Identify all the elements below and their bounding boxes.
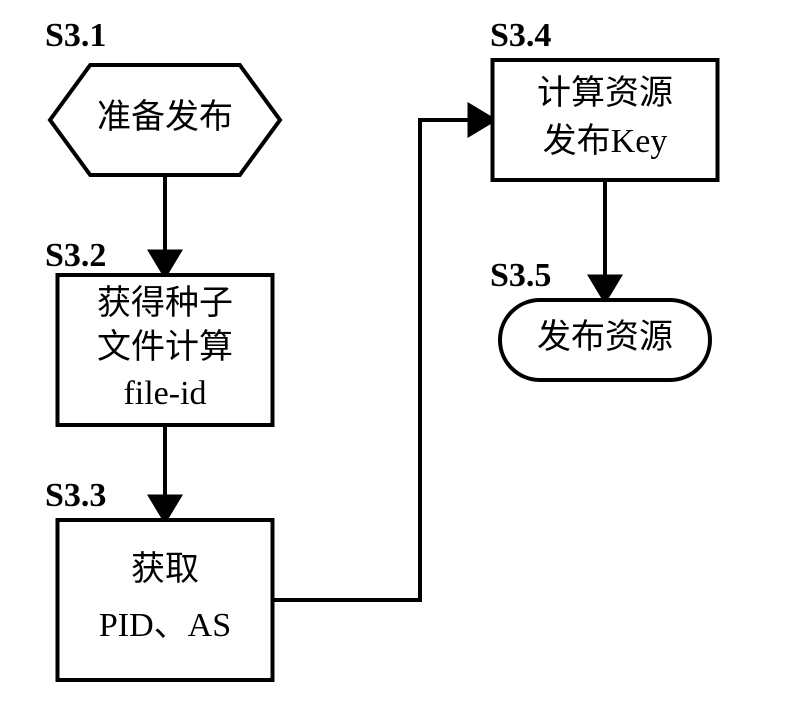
step-label-s34: S3.4 <box>490 17 551 54</box>
node-s35: 发布资源 S3.5 <box>490 257 710 380</box>
node-s33: 获取 PID、AS S3.3 <box>45 477 273 680</box>
node-s33-box <box>58 520 273 680</box>
step-label-s32: S3.2 <box>45 237 106 274</box>
node-s31: 准备发布 S3.1 <box>45 17 280 175</box>
nodes-layer: 准备发布 S3.1 获得种子文件计算 file-id S3.2 获取 PID、AS S3.3 计… <box>45 17 718 680</box>
node-s33-line-1: PID、AS <box>99 607 231 644</box>
node-s34: 计算资源发布Key S3.4 <box>490 17 718 180</box>
node-s32-line-2: file-id <box>123 375 206 412</box>
node-s31-line-0: 准备发布 <box>97 98 233 136</box>
node-s34-line-1: 发布Key <box>543 122 668 160</box>
node-s34-line-0: 计算资源 <box>537 74 673 112</box>
step-label-s35: S3.5 <box>490 257 551 294</box>
flowchart-canvas: 准备发布 S3.1 获得种子文件计算 file-id S3.2 获取 PID、AS S3.3 计… <box>0 0 800 721</box>
node-s32-line-1: 文件计算 <box>97 328 233 366</box>
node-s32: 获得种子文件计算 file-id S3.2 <box>45 237 273 425</box>
node-s33-line-0: 获取 <box>131 550 199 588</box>
node-s35-line-0: 发布资源 <box>537 318 673 356</box>
step-label-s31: S3.1 <box>45 17 106 54</box>
step-label-s33: S3.3 <box>45 477 106 514</box>
node-s32-line-0: 获得种子 <box>97 284 233 322</box>
edge-s33-s34 <box>272 120 493 600</box>
